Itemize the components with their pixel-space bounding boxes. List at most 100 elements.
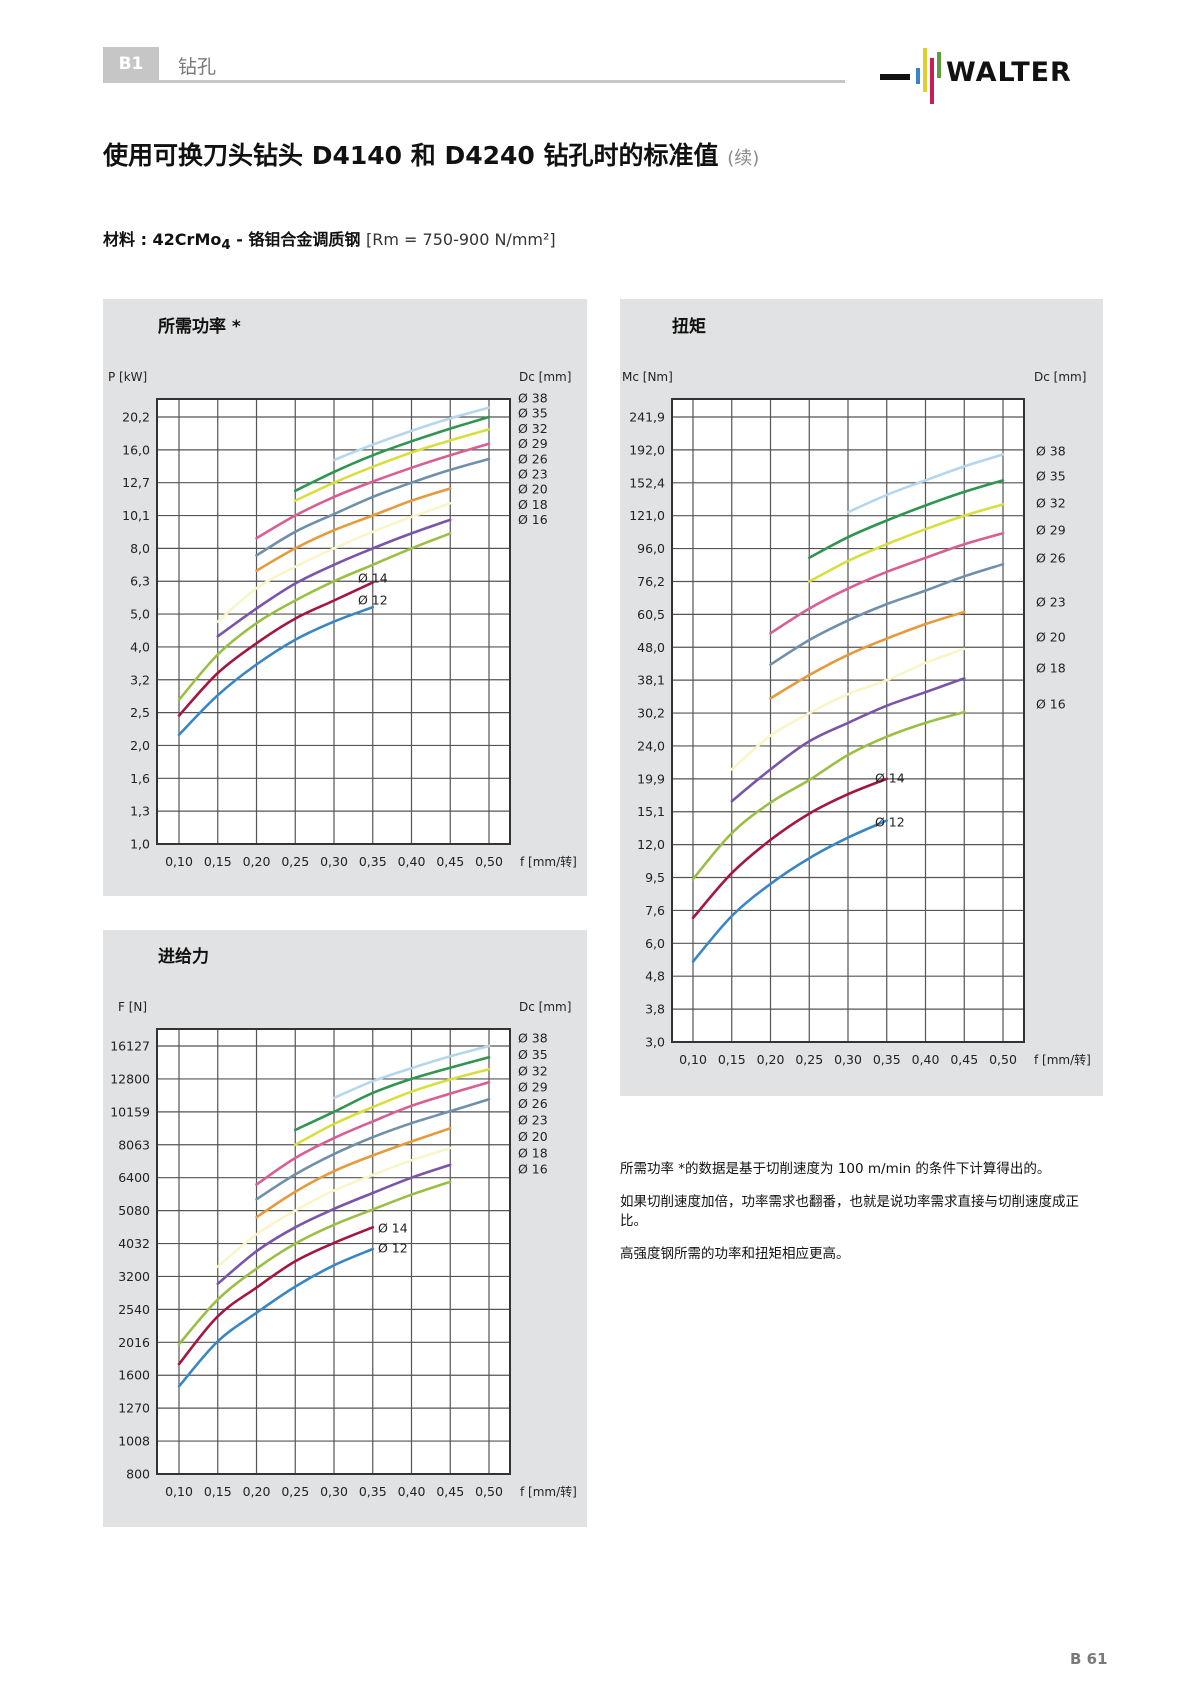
chart-torque: 241,9 192,0 152,4 121,0 96,0 76,2 60,5 48,0 38,1… — [629, 398, 1091, 1067]
legend-item: Ø 35 — [518, 1047, 548, 1062]
y-tick-label: 1,3 — [130, 804, 150, 819]
note-power-basis: 所需功率 *的数据是基于切削速度为 100 m/min 的条件下计算得出的。 — [620, 1161, 1051, 1177]
inline-series-label: Ø 12 — [875, 815, 905, 830]
y-axis-label-power: P [kW] — [108, 370, 148, 384]
y-tick-label: 6,3 — [130, 574, 150, 589]
inline-series-label: Ø 14 — [378, 1221, 408, 1236]
y2-axis-label-feed-force: Dc [mm] — [519, 1000, 572, 1014]
series-line-d14 — [691, 777, 889, 920]
x-tick-label: 0,10 — [165, 1484, 193, 1499]
y-tick-label: 1600 — [118, 1368, 150, 1383]
x-tick-label: 0,30 — [320, 854, 348, 869]
page-number: B 61 — [1070, 1650, 1108, 1668]
chart-feed-force: 16127 12800 10159 8063 6400 5080 4032 3200 2540 2… — [110, 1028, 577, 1499]
x-tick-label: 0,50 — [475, 1484, 503, 1499]
series-line-d29 — [769, 531, 1005, 635]
material-label: 材料 : 42CrMo — [103, 230, 222, 249]
y-axis-label-feed-force: F [N] — [118, 1000, 148, 1014]
y-tick-label: 152,4 — [629, 475, 665, 490]
legend-item: Ø 38 — [1036, 444, 1066, 459]
y-tick-label: 8063 — [118, 1137, 150, 1152]
legend-item: Ø 32 — [1036, 496, 1066, 511]
material-strength: [Rm = 750-900 N/mm²] — [366, 230, 556, 249]
x-tick-label: 0,15 — [718, 1052, 746, 1067]
inline-series-label: Ø 14 — [358, 571, 388, 586]
y-tick-label: 12800 — [110, 1071, 150, 1086]
y-tick-label: 15,1 — [637, 804, 665, 819]
series-line-d14 — [177, 581, 375, 717]
y-tick-label: 800 — [126, 1467, 150, 1482]
x-tick-label: 0,40 — [912, 1052, 940, 1067]
series-line-d23 — [255, 1127, 452, 1219]
y-tick-label: 1008 — [118, 1434, 150, 1449]
x-tick-label: 0,25 — [795, 1052, 823, 1067]
y-tick-label: 38,1 — [637, 673, 665, 688]
y-tick-label: 4,8 — [645, 969, 665, 984]
series-line-d38 — [846, 453, 1005, 514]
material-subscript: 4 — [221, 238, 231, 254]
y-tick-label: 2,0 — [130, 738, 150, 753]
y-tick-label: 192,0 — [629, 442, 665, 457]
y-tick-label: 10,1 — [122, 508, 150, 523]
legend-item: Ø 26 — [518, 451, 548, 466]
y-tick-label: 24,0 — [637, 738, 665, 753]
y-tick-label: 16127 — [110, 1039, 150, 1054]
x-tick-label: 0,35 — [873, 1052, 901, 1067]
x-axis-label: f [mm/转] — [520, 854, 577, 869]
material-desc: - 铬钼合金调质钢 — [230, 230, 366, 249]
legend-item: Ø 23 — [518, 467, 548, 482]
y-tick-label: 3,8 — [645, 1002, 665, 1017]
legend-item: Ø 16 — [1036, 697, 1066, 712]
series-line-d38 — [332, 406, 491, 462]
series-line-d20 — [216, 518, 452, 638]
y-tick-label: 2016 — [118, 1335, 150, 1350]
x-tick-label: 0,45 — [950, 1052, 978, 1067]
x-axis-label: f [mm/转] — [520, 1484, 577, 1499]
y-tick-label: 121,0 — [629, 508, 665, 523]
y-tick-label: 4,0 — [130, 639, 150, 654]
series-line-d12 — [691, 819, 889, 963]
y-tick-label: 241,9 — [629, 410, 665, 425]
legend-item: Ø 29 — [518, 436, 548, 451]
legend-item: Ø 35 — [1036, 469, 1066, 484]
y-tick-label: 30,2 — [637, 706, 665, 721]
y-tick-label: 48,0 — [637, 640, 665, 655]
legend-item: Ø 18 — [1036, 661, 1066, 676]
x-tick-label: 0,25 — [281, 854, 309, 869]
y-tick-label: 76,2 — [637, 574, 665, 589]
chart-title-feed-force: 进给力 — [158, 947, 209, 967]
y-tick-label: 1,6 — [130, 771, 150, 786]
y-tick-label: 96,0 — [637, 541, 665, 556]
y-tick-label: 3,2 — [130, 672, 150, 687]
x-tick-label: 0,30 — [320, 1484, 348, 1499]
series-line-d18 — [730, 647, 966, 771]
legend-item: Ø 23 — [518, 1113, 548, 1128]
legend-item: Ø 20 — [518, 482, 548, 497]
series-line-d29 — [255, 442, 491, 540]
x-tick-label: 0,45 — [436, 1484, 464, 1499]
chart-title-torque: 扭矩 — [672, 317, 706, 337]
x-tick-label: 0,35 — [359, 1484, 387, 1499]
y-axis-label-torque: Mc [Nm] — [622, 370, 673, 384]
x-axis-label: f [mm/转] — [1034, 1052, 1091, 1067]
legend-item: Ø 23 — [1036, 595, 1066, 610]
x-tick-label: 0,50 — [475, 854, 503, 869]
series-line-d12 — [177, 605, 375, 737]
legend-item: Ø 32 — [518, 1063, 548, 1078]
x-tick-label: 0,20 — [757, 1052, 785, 1067]
y-tick-label: 3200 — [118, 1269, 150, 1284]
series-line-d35 — [808, 479, 1005, 560]
inline-series-label: Ø 12 — [358, 593, 388, 608]
legend-item: Ø 26 — [1036, 551, 1066, 566]
y-tick-label: 6,0 — [645, 936, 665, 951]
chart-power: 20,2 16,0 12,7 10,1 8,0 6,3 5,0 4,0 3,2 2,5 2,0 1,6… — [122, 391, 577, 870]
x-tick-label: 0,30 — [834, 1052, 862, 1067]
section-name: 钻孔 — [178, 56, 217, 78]
chart-title-power: 所需功率 * — [158, 317, 241, 337]
x-tick-label: 0,10 — [165, 854, 193, 869]
y-tick-label: 6400 — [118, 1170, 150, 1185]
series-line-d18 — [216, 1146, 452, 1268]
x-tick-label: 0,20 — [243, 854, 271, 869]
series-line-d16 — [177, 1180, 452, 1346]
series-line-d23 — [769, 610, 966, 700]
